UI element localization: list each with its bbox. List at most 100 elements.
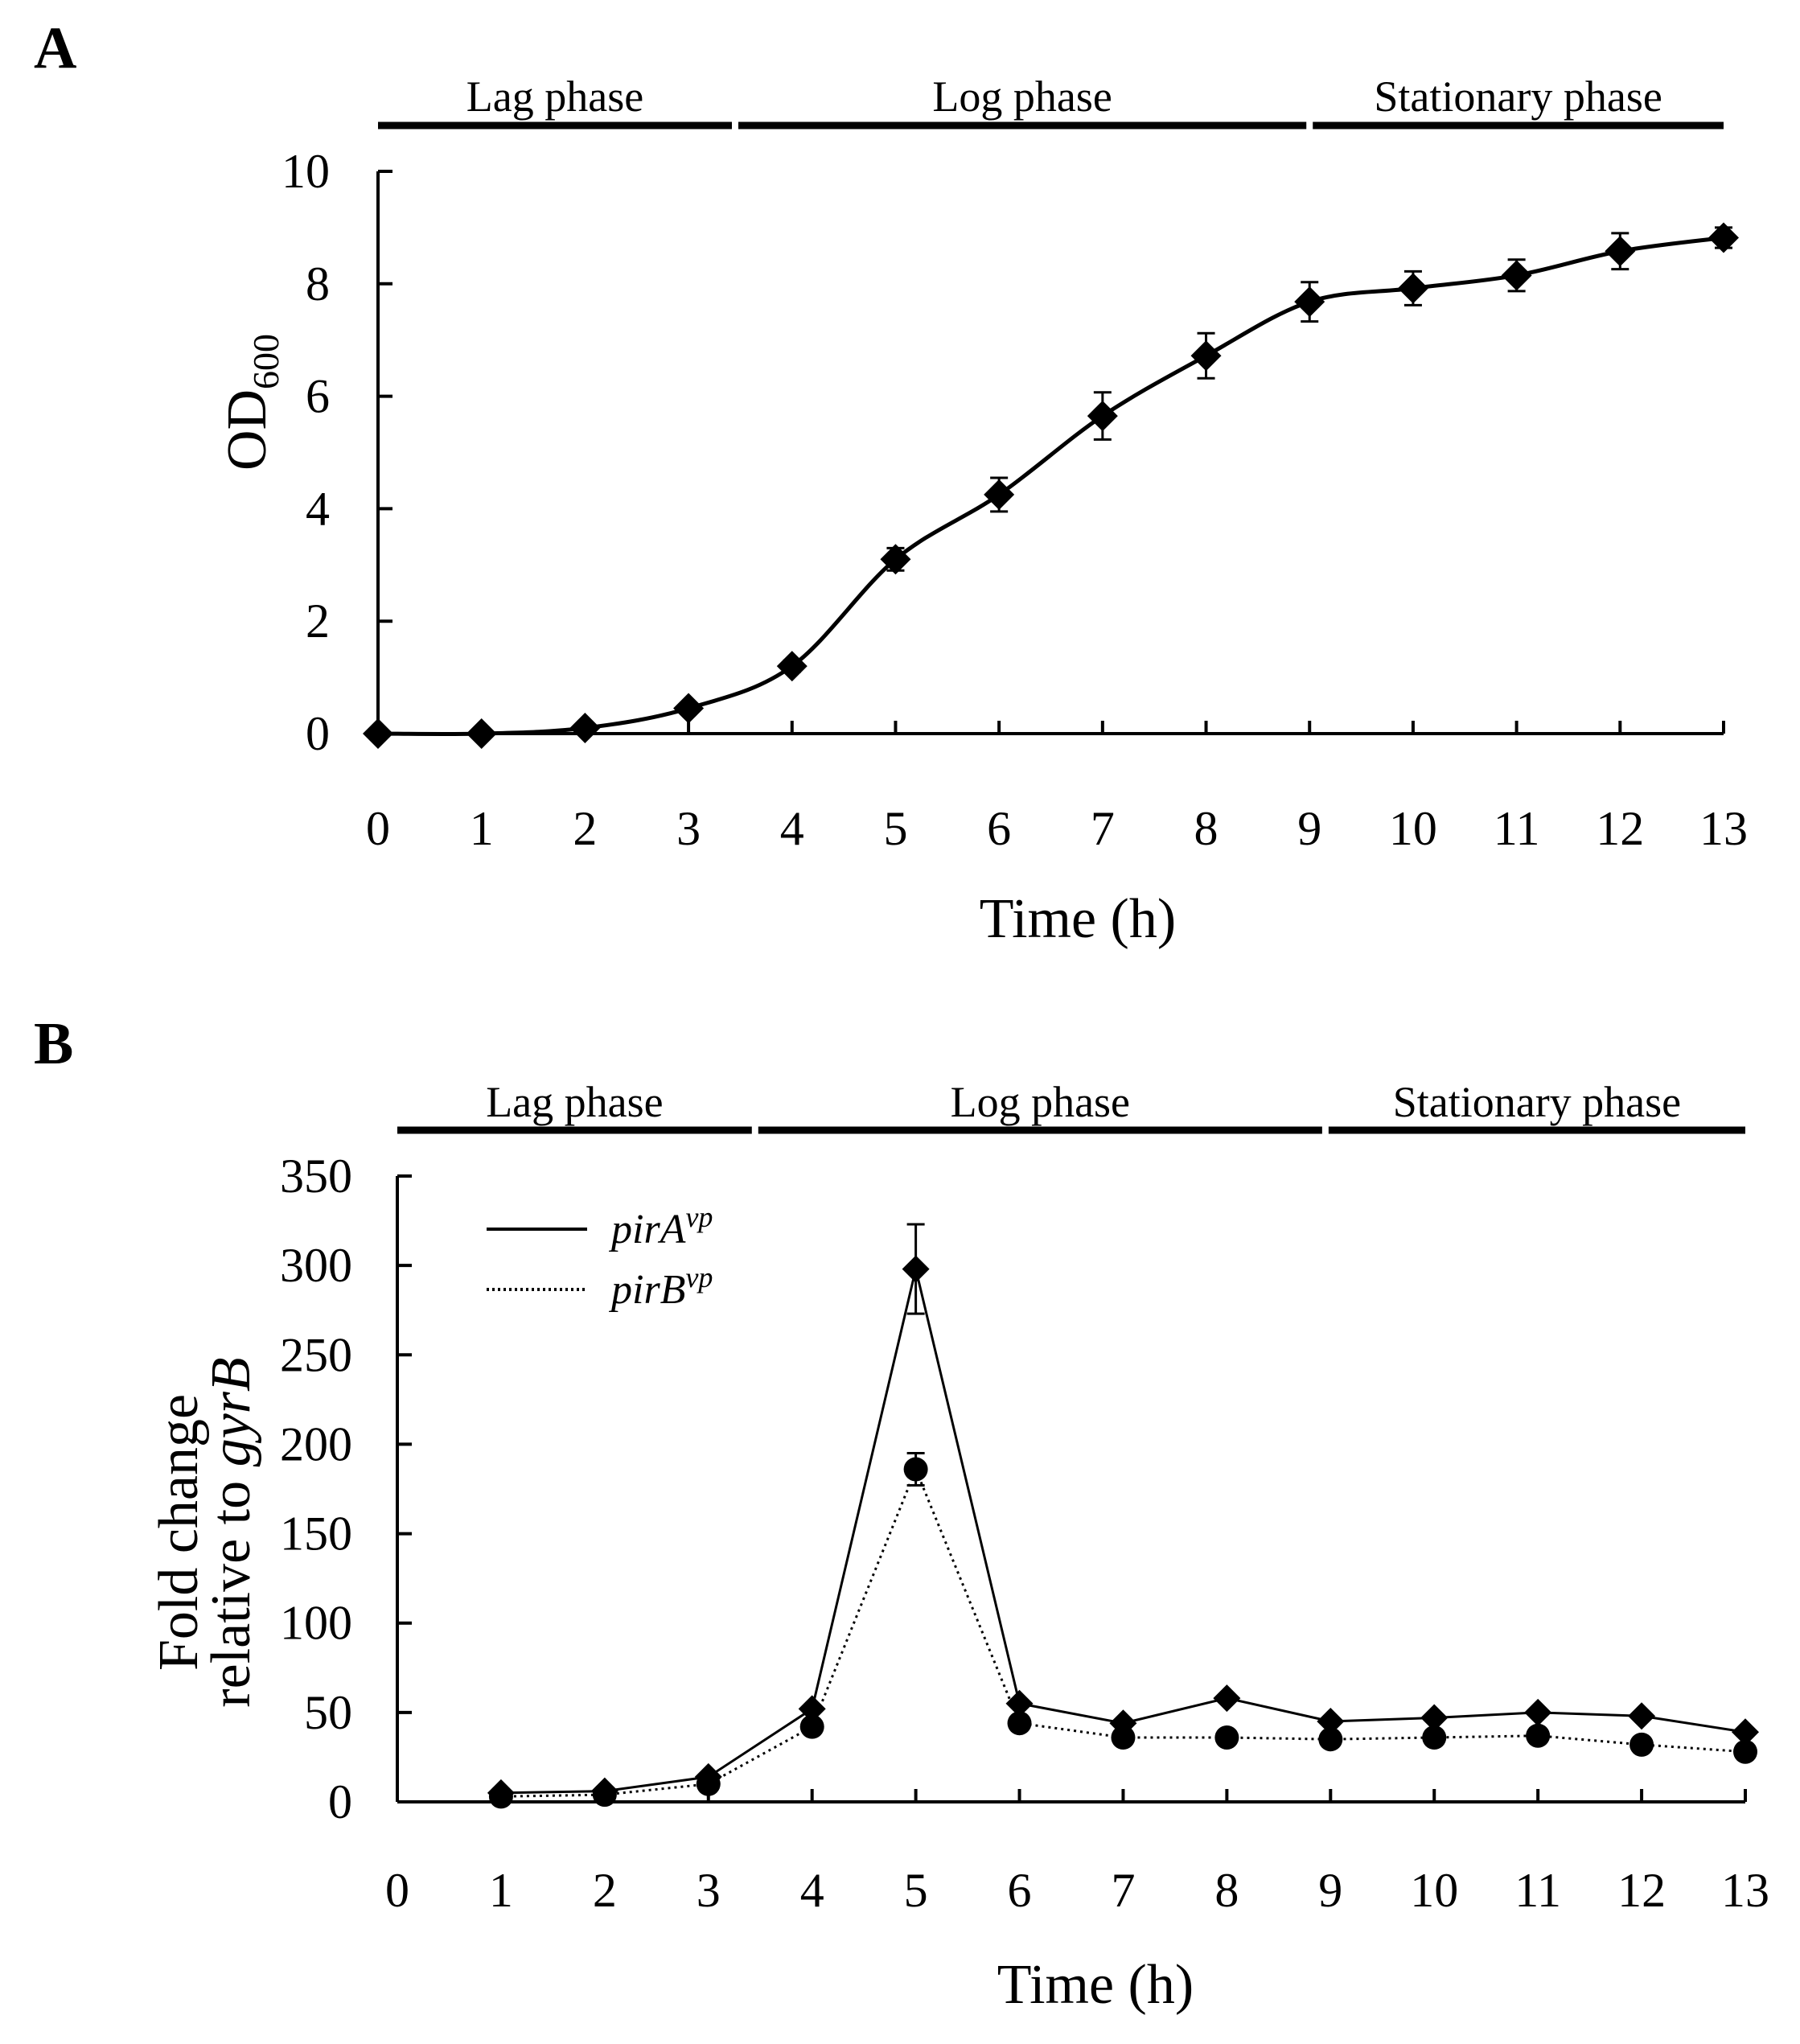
y-tick-label: 0 [328, 1775, 352, 1828]
pirb-data-point [488, 1784, 513, 1809]
x-tick-label: 5 [904, 1864, 928, 1917]
x-tick-label: 0 [385, 1864, 409, 1917]
series-0-data-point [569, 713, 601, 744]
legend-label-pira: pirAvp [608, 1201, 713, 1252]
x-tick-label: 1 [489, 1864, 513, 1917]
pira-data-point [798, 1695, 826, 1723]
x-tick-label: 3 [676, 802, 701, 855]
pirb-data-point [1526, 1723, 1551, 1748]
pirb-data-point [1629, 1732, 1654, 1757]
y-tick-label: 300 [280, 1239, 352, 1292]
y-tick-label: 50 [304, 1686, 352, 1739]
panel-b-axes [396, 1176, 1745, 1803]
x-tick-label: 9 [1297, 802, 1321, 855]
panel-b-x-ticks: 0 1 2 3 4 5 6 7 8 9 10 11 12 13 [385, 1789, 1769, 1917]
series-0-data-point [1605, 236, 1636, 267]
pirb-data-point [1318, 1727, 1343, 1752]
series-0-data-point [466, 718, 497, 749]
legend-label-pirb-main: pirB [608, 1267, 685, 1313]
x-tick-label: 6 [987, 802, 1011, 855]
series-0-data-point [1294, 286, 1325, 318]
pira-data-point [1317, 1707, 1345, 1735]
panel-b-y-axis-title: Fold change relative to gyrB [148, 1357, 262, 1707]
y-tick-label: 4 [306, 482, 330, 535]
pira-data-point [1420, 1704, 1449, 1732]
legend-label-pira-main: pirA [608, 1207, 686, 1252]
y-tick-label: 8 [306, 257, 330, 311]
x-tick-label: 6 [1008, 1864, 1032, 1917]
x-tick-label: 7 [1111, 1864, 1135, 1917]
panel-b-phases: Lag phase Log phase Stationary phase [397, 1078, 1745, 1134]
pirb-data-point [592, 1783, 617, 1808]
x-tick-label: 4 [800, 1864, 824, 1917]
panel-a-y-axis-title-sub: 600 [245, 334, 286, 389]
panel-b-y-axis-title-line2-italic: gyrB [200, 1357, 262, 1466]
pira-data-point [1005, 1689, 1034, 1717]
x-tick-label: 5 [883, 802, 907, 855]
x-tick-label: 2 [593, 1864, 617, 1917]
panel-b-series [487, 1223, 1759, 1809]
phase-label: Stationary phase [1374, 72, 1662, 121]
series-0-data-point [363, 718, 393, 749]
y-tick-label: 6 [306, 370, 330, 423]
x-tick-label: 10 [1410, 1864, 1458, 1917]
phase-label: Lag phase [486, 1078, 663, 1126]
x-tick-label: 10 [1389, 802, 1437, 855]
legend-label-pira-sup: vp [685, 1201, 713, 1233]
x-tick-label: 4 [780, 802, 804, 855]
x-tick-label: 12 [1617, 1864, 1666, 1917]
panel-b-letter: B [34, 1011, 73, 1077]
x-tick-label: 11 [1494, 802, 1540, 855]
y-tick-label: 200 [280, 1417, 352, 1470]
series-0-data-point [1190, 340, 1222, 372]
panel-b-x-axis-title: Time (h) [997, 1954, 1194, 2016]
panel-b-y-axis-title-line2: relative to gyrB [200, 1357, 262, 1707]
x-tick-label: 8 [1214, 1864, 1239, 1917]
series-0-data-point [984, 479, 1015, 510]
pirb-data-point [1422, 1725, 1447, 1750]
series-0-data-point [1397, 273, 1428, 304]
pirb-data-point [1733, 1739, 1757, 1764]
pira-data-point [1524, 1698, 1552, 1726]
panel-b-y-axis-title-line1: Fold change [148, 1394, 210, 1671]
panel-b-y-ticks: 0 50 100 150 200 250 300 350 [280, 1149, 412, 1828]
x-tick-label: 13 [1721, 1864, 1769, 1917]
pira-data-point [1732, 1718, 1759, 1746]
phase-label: Log phase [932, 72, 1112, 121]
x-tick-label: 9 [1318, 1864, 1342, 1917]
y-tick-label: 250 [280, 1328, 352, 1381]
panel-b-legend: pirAvp pirBvp [487, 1201, 713, 1313]
series-0-data-point [1087, 401, 1118, 432]
panel-b-y-axis-title-line2-prefix: relative to [200, 1466, 262, 1707]
pirb-data-point [1214, 1725, 1239, 1750]
panel-a-phases: Lag phase Log phase Stationary phase [378, 72, 1724, 130]
panel-a-y-axis-title-main: OD [216, 389, 278, 471]
y-tick-label: 350 [280, 1149, 352, 1203]
series-0-data-point [776, 651, 808, 682]
x-tick-label: 8 [1194, 802, 1218, 855]
x-tick-label: 12 [1596, 802, 1644, 855]
panel-a-axes [376, 171, 1724, 735]
panel-a-series [363, 222, 1739, 749]
panel-a-letter: A [34, 15, 76, 81]
pirb-data-point [799, 1714, 824, 1739]
pirb-data-point [696, 1771, 721, 1796]
panel-a-x-axis-title: Time (h) [980, 888, 1176, 950]
pira-data-point [1628, 1702, 1656, 1730]
phase-label: Stationary phase [1393, 1078, 1681, 1126]
x-tick-label: 13 [1699, 802, 1748, 855]
phase-label: Lag phase [466, 72, 643, 121]
x-tick-label: 1 [470, 802, 494, 855]
series-0-data-point [1501, 260, 1532, 291]
panel-a-y-axis-title: OD600 [216, 334, 286, 471]
x-tick-label: 0 [366, 802, 390, 855]
y-tick-label: 150 [280, 1507, 352, 1561]
series-0-data-point [880, 544, 911, 575]
legend-label-pirb-sup: vp [685, 1261, 713, 1293]
x-tick-label: 7 [1091, 802, 1115, 855]
phase-label: Log phase [951, 1078, 1130, 1126]
pirb-data-point [1007, 1711, 1032, 1736]
